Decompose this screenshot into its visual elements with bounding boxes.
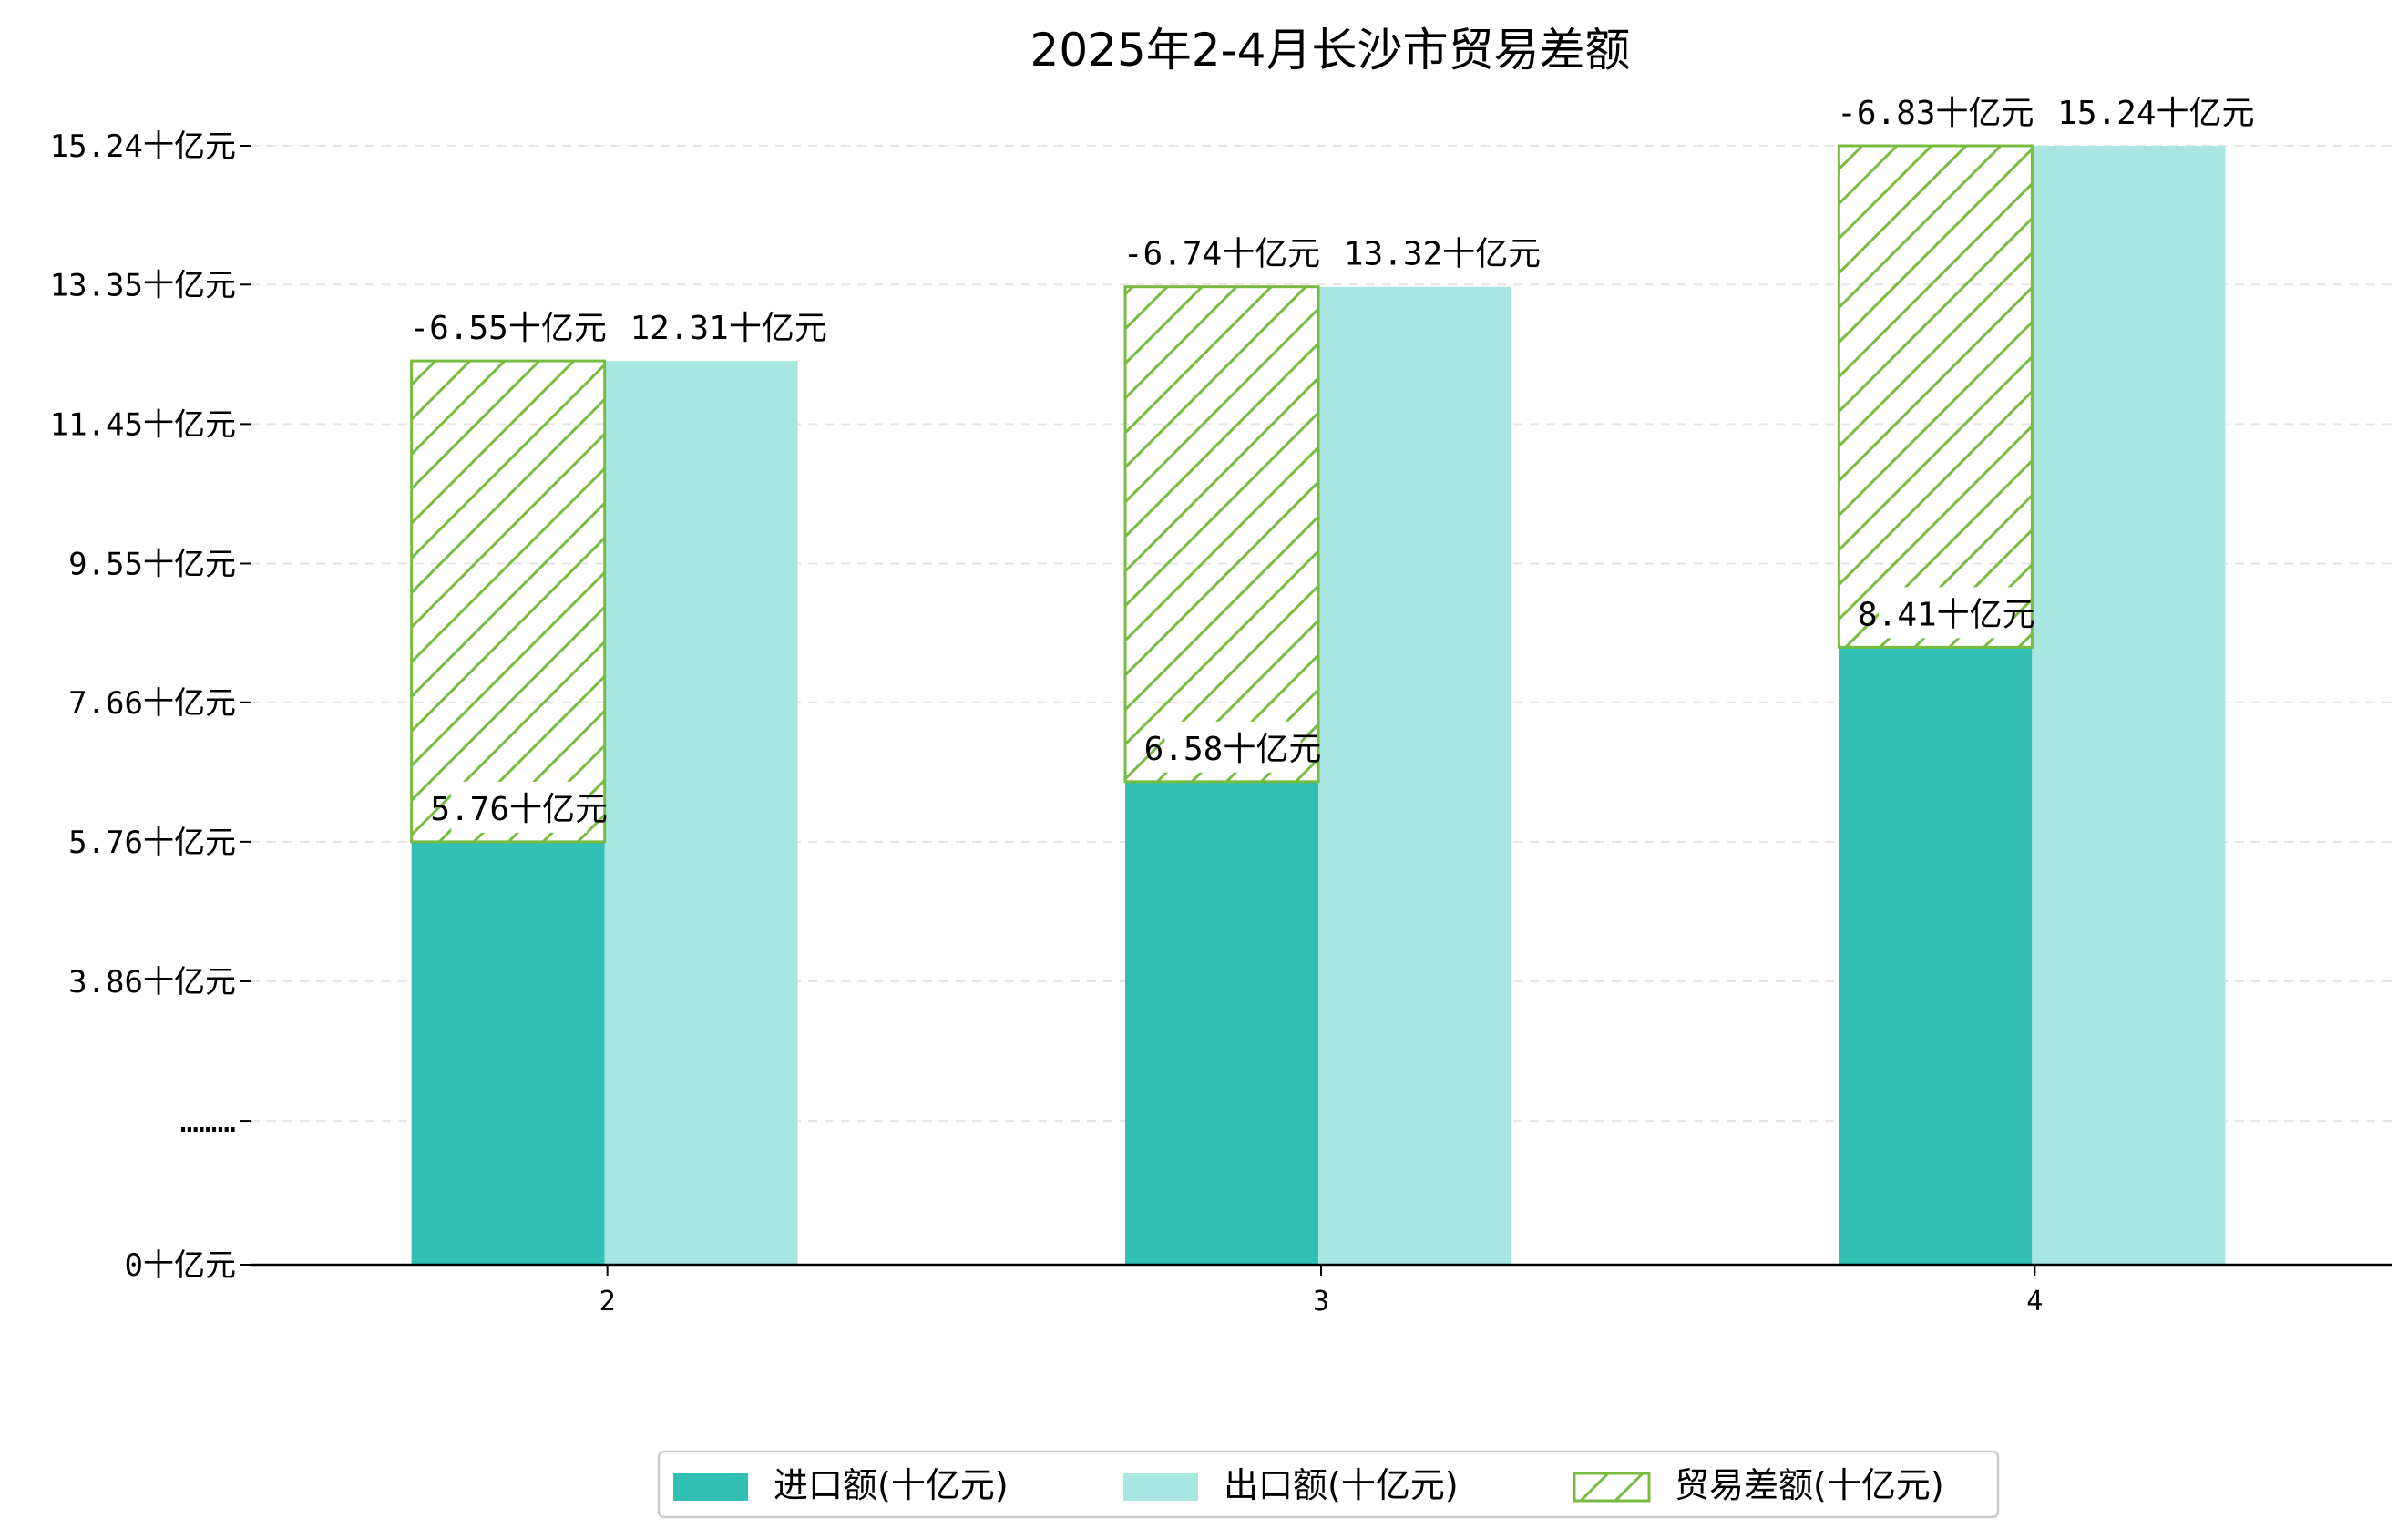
export-bar [1318, 286, 1511, 1266]
export-value-label: 15.24十亿元 [2057, 95, 2254, 132]
balance-value-label-bg [431, 301, 585, 353]
balance-value-label: -6.55十亿元 [409, 310, 606, 347]
y-tick-label: 5.76十亿元 [68, 825, 236, 861]
y-tick-label: 0十亿元 [125, 1247, 236, 1284]
export-value-label-bg [651, 301, 805, 353]
x-tick-label: 3 [1313, 1286, 1329, 1318]
import-bar [1839, 647, 2033, 1265]
import-value-label-bg [1164, 721, 1301, 773]
legend-box [657, 1450, 2000, 1519]
y-tick-label: 13.35十亿元 [50, 267, 236, 303]
export-bar [604, 361, 798, 1265]
trade-balance-bar [1837, 144, 2034, 649]
trade-balance-bar [410, 359, 607, 844]
legend-swatch [1573, 1472, 1651, 1503]
export-bar [2032, 146, 2226, 1265]
trade-balance-bar [1123, 285, 1320, 784]
y-tick-label: 3.86十亿元 [68, 964, 236, 1000]
bars [410, 144, 2226, 1266]
legend-label: 贸易差额(十亿元) [1675, 1465, 1944, 1505]
export-value-label-bg [1366, 226, 1519, 278]
export-value-label: 12.31十亿元 [630, 310, 826, 347]
y-tick-label: ……… [180, 1103, 236, 1140]
import-bar [1125, 781, 1318, 1265]
export-value-label-bg [2079, 86, 2233, 137]
import-value-label: 6.58十亿元 [1144, 731, 1322, 768]
balance-value-label-bg [1145, 226, 1298, 278]
data-labels: 5.76十亿元 12.31十亿元 -6.55十亿元 6.58十亿元 13.32十亿元 -6… [409, 86, 2255, 833]
x-tick-label: 2 [599, 1286, 616, 1318]
y-tick-label: 15.24十亿元 [50, 128, 236, 165]
import-value-label-bg [451, 781, 588, 833]
balance-value-label: -6.74十亿元 [1123, 236, 1320, 273]
import-bar [411, 841, 605, 1265]
legend-swatch [673, 1473, 748, 1501]
balance-value-label: -6.83十亿元 [1837, 95, 2034, 132]
y-tick-label: 11.45十亿元 [50, 406, 236, 443]
legend-swatch [1123, 1473, 1198, 1501]
legend[interactable]: 进口额(十亿元) 出口额(十亿元) 贸易差额(十亿元) [657, 1450, 2000, 1519]
x-tick-label: 4 [2026, 1286, 2043, 1318]
y-tick-label: 9.55十亿元 [68, 546, 236, 582]
import-value-label: 5.76十亿元 [430, 791, 608, 828]
chart-title: 2025年2-4月长沙市贸易差额 [1030, 24, 1631, 77]
y-tick-label: 7.66十亿元 [68, 685, 236, 722]
export-value-label: 13.32十亿元 [1344, 236, 1541, 273]
balance-value-label-bg [1859, 86, 2013, 137]
import-value-label: 8.41十亿元 [1858, 596, 2035, 633]
legend-label: 进口额(十亿元) [774, 1465, 1009, 1505]
legend-label: 出口额(十亿元) [1224, 1465, 1459, 1505]
import-value-label-bg [1878, 587, 2014, 639]
axes: 0十亿元 ……… 3.86十亿元 5.76十亿元 7.66十亿元 9.55十亿元 11.45… [50, 128, 2392, 1318]
